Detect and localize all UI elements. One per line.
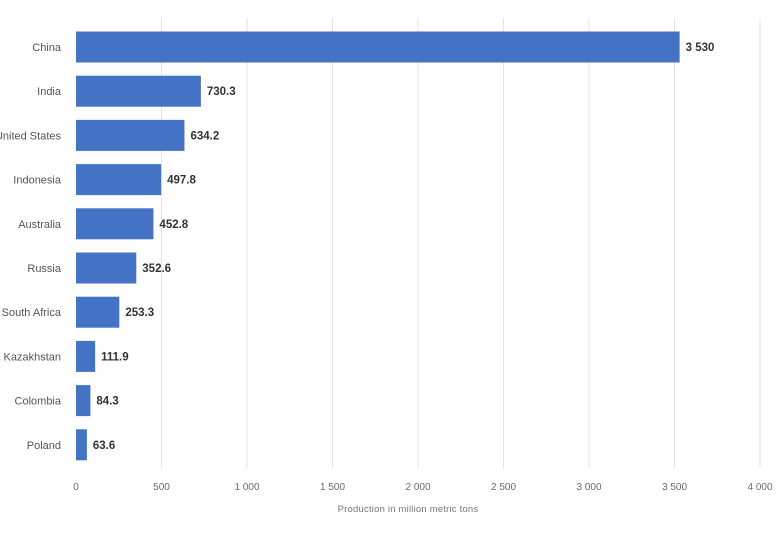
value-label: 634.2	[190, 130, 219, 142]
bar	[76, 75, 201, 107]
value-label: 3 530	[686, 42, 715, 54]
category-label: Australia	[18, 219, 62, 231]
bar	[76, 119, 185, 151]
x-tick-label: 1 500	[320, 482, 345, 493]
x-tick-label: 3 000	[576, 482, 601, 493]
category-label: Indonesia	[13, 175, 62, 187]
x-tick-label: 2 000	[405, 482, 430, 493]
category-label: South Africa	[2, 307, 62, 319]
category-label: Kazakhstan	[4, 351, 61, 363]
x-tick-label: 0	[73, 482, 79, 493]
gridlines	[161, 18, 761, 468]
x-tick-label: 4 000	[747, 482, 772, 493]
category-labels: China India United States Indonesia Australi…	[0, 42, 62, 452]
value-labels: 3 530 730.3 634.2 497.8 452.8 352.6 253.3 111.9…	[93, 42, 715, 452]
bar	[76, 252, 137, 284]
value-label: 352.6	[142, 263, 171, 275]
bar	[76, 208, 154, 240]
bar	[76, 296, 120, 328]
value-label: 84.3	[96, 396, 118, 408]
category-label: Russia	[27, 263, 62, 275]
value-label: 497.8	[167, 175, 196, 187]
x-tick-label: 3 500	[662, 482, 687, 493]
x-tick-label: 1 000	[234, 482, 259, 493]
x-tick-label: 500	[153, 482, 170, 493]
bars	[76, 31, 680, 461]
category-label: India	[37, 86, 62, 98]
category-label: China	[32, 42, 62, 54]
x-axis-ticks: 0 500 1 000 1 500 2 000 2 500 3 000 3 500 4 000	[73, 482, 773, 493]
category-label: United States	[0, 130, 61, 142]
x-axis-title: Production in million metric tons	[338, 504, 479, 515]
value-label: 730.3	[207, 86, 236, 98]
bar	[76, 31, 680, 63]
bar	[76, 429, 87, 461]
value-label: 452.8	[159, 219, 188, 231]
value-label: 111.9	[101, 351, 129, 363]
bar	[76, 340, 96, 372]
x-tick-label: 2 500	[491, 482, 516, 493]
bar	[76, 164, 162, 196]
value-label: 253.3	[125, 307, 154, 319]
value-label: 63.6	[93, 440, 115, 452]
category-label: Poland	[27, 440, 61, 452]
bar	[76, 385, 91, 417]
category-label: Colombia	[15, 396, 62, 408]
